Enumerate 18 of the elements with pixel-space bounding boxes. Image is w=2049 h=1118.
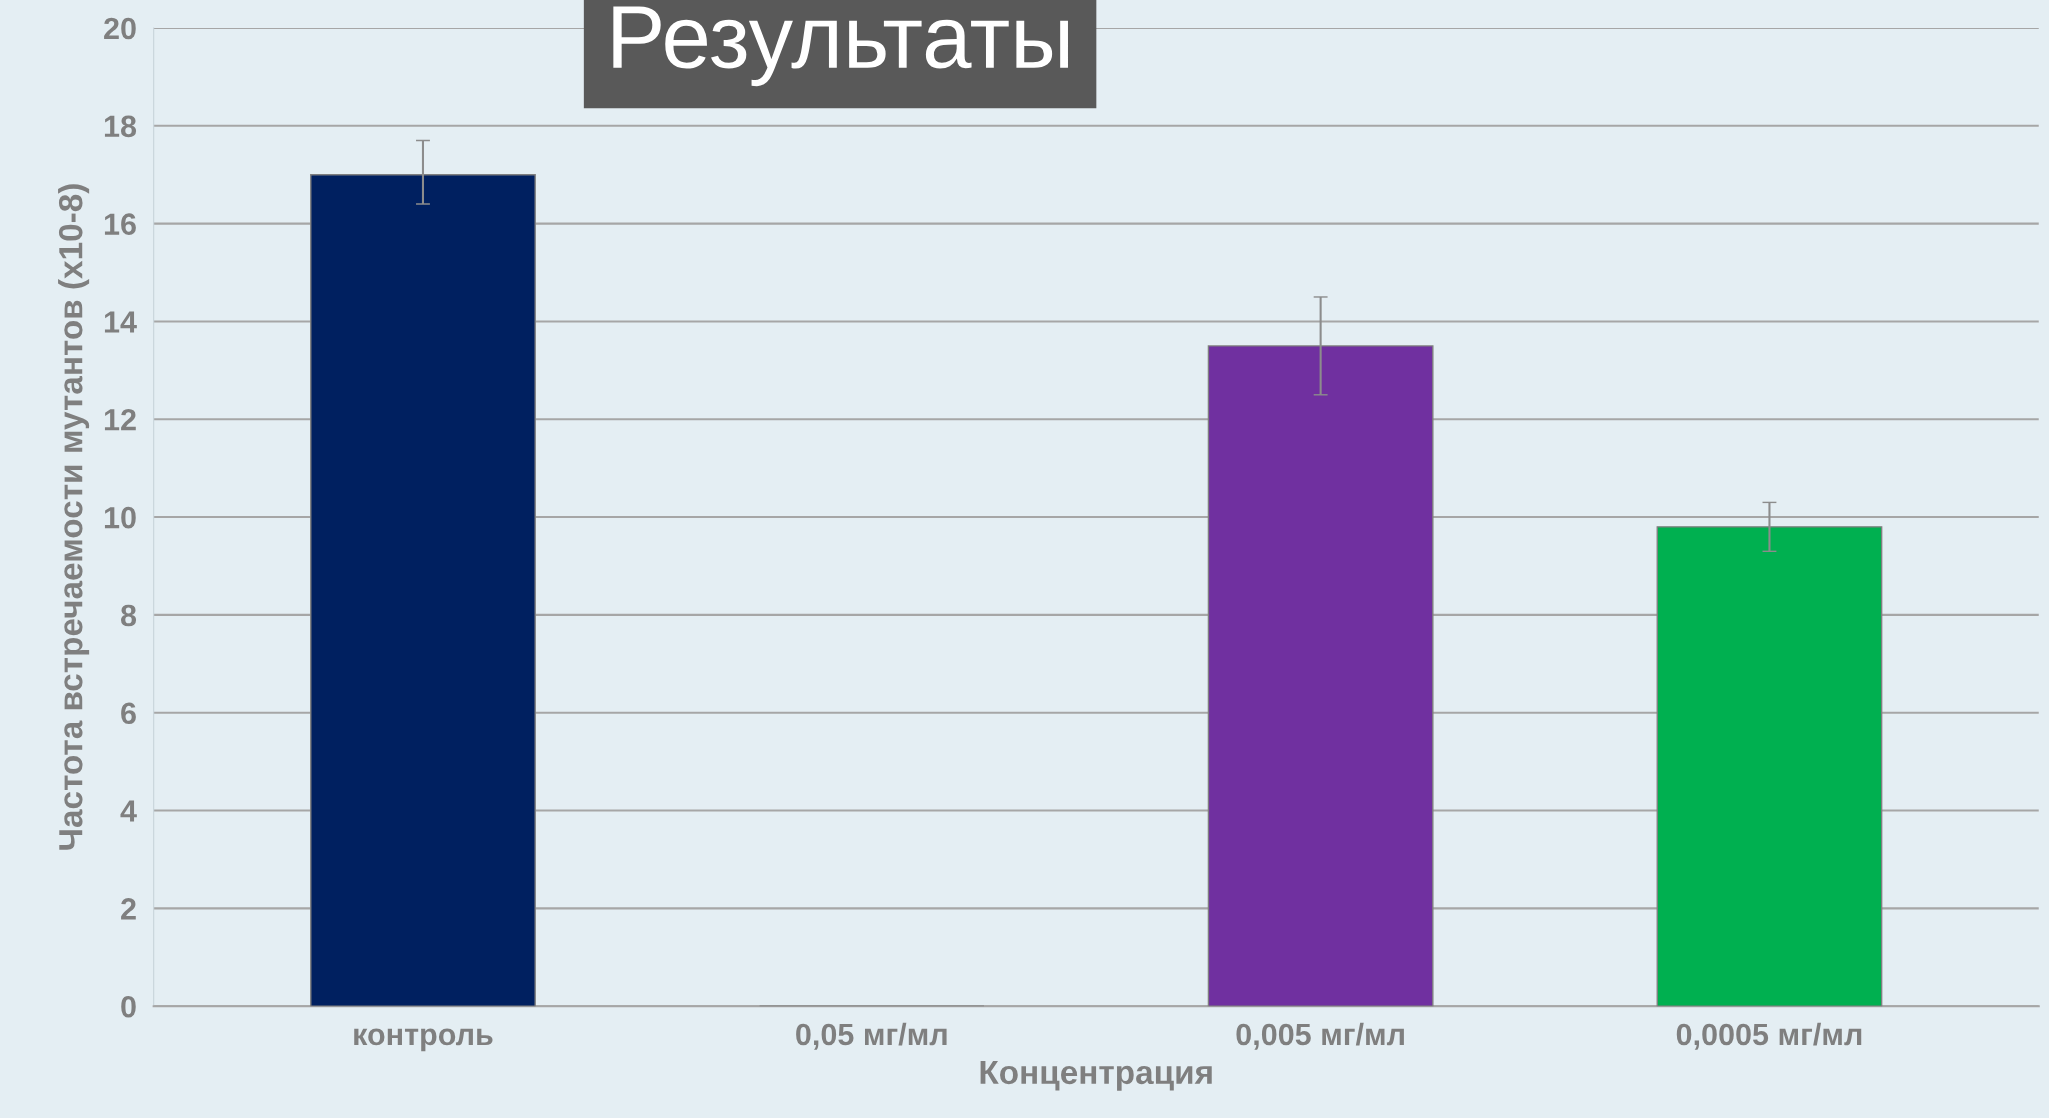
- x-tick-label: 0,0005 мг/мл: [1676, 1022, 1862, 1050]
- y-tick-label: 10: [104, 506, 136, 529]
- y-tick-label: 20: [104, 17, 136, 40]
- y-axis-title: Частота встречаемости мутантов (x10-8): [58, 184, 90, 850]
- chart-title: Результаты: [613, 6, 1068, 87]
- y-tick-label: 4: [120, 800, 137, 822]
- y-tick-label: 14: [104, 311, 137, 333]
- x-tick-label: 0,05 мг/мл: [796, 1022, 947, 1050]
- y-tick-label: 16: [104, 213, 136, 235]
- x-tick-label: контроль: [354, 1028, 493, 1052]
- y-tick-label: 12: [104, 408, 136, 431]
- x-axis-title: Концентрация: [980, 1060, 1212, 1091]
- y-tick-label: 8: [120, 604, 137, 627]
- x-tick-label: 0,005 мг/мл: [1236, 1022, 1404, 1050]
- y-tick-label: 6: [121, 702, 136, 725]
- y-tick-label: 18: [104, 115, 137, 138]
- y-tick-label: 0: [121, 995, 136, 1018]
- y-tick-label: 2: [121, 898, 136, 920]
